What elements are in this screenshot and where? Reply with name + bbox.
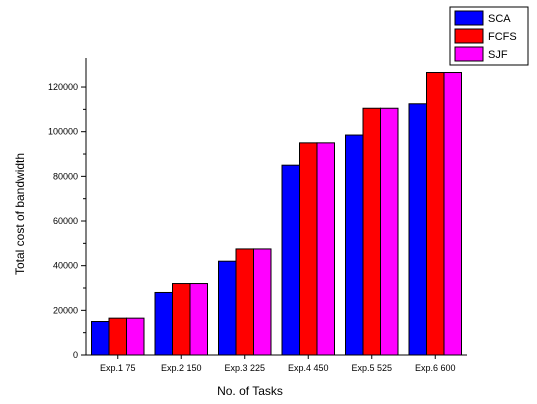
bar-sjf-2	[189, 283, 208, 356]
legend: SCA FCFS SJF	[449, 6, 529, 66]
bar-fcfs-3	[235, 248, 254, 356]
legend-swatch-sca	[454, 10, 484, 26]
legend-label-sjf: SJF	[488, 49, 508, 61]
y-tick-label: 40000	[53, 261, 78, 271]
legend-label-fcfs: FCFS	[488, 31, 517, 43]
x-tick-label: Exp.5 525	[351, 363, 392, 373]
tick-labels: 0 20000 40000 60000 80000 100000 120000 Exp.1 7…	[48, 82, 456, 373]
bar-sca-2	[154, 291, 173, 356]
bar-fcfs-5	[362, 107, 381, 356]
legend-label-sca: SCA	[488, 13, 511, 25]
bar-fcfs-4	[299, 142, 318, 356]
x-tick-label: Exp.6 600	[415, 363, 456, 373]
bar-sjf-5	[380, 107, 399, 356]
bar-sca-4	[281, 164, 300, 356]
x-tick-label: Exp.4 450	[288, 363, 329, 373]
axes	[81, 58, 467, 359]
bar-sca-5	[345, 134, 364, 356]
bar-fcfs-6	[426, 72, 445, 356]
x-tick-label: Exp.1 75	[100, 363, 136, 373]
x-tick-label: Exp.3 225	[224, 363, 265, 373]
bar-fcfs-2	[172, 283, 191, 356]
legend-swatch-fcfs	[454, 28, 484, 44]
x-axis-title: No. of Tasks	[217, 384, 283, 398]
bar-sca-6	[408, 103, 427, 356]
x-tick-label: Exp.2 150	[161, 363, 202, 373]
bars	[91, 72, 462, 356]
y-tick-label: 80000	[53, 171, 78, 181]
bar-sjf-4	[316, 142, 335, 356]
y-tick-label: 20000	[53, 305, 78, 315]
y-tick-label: 100000	[48, 127, 78, 137]
bar-sjf-3	[253, 248, 272, 356]
bar-sjf-6	[443, 72, 462, 356]
bar-sjf-1	[126, 317, 145, 356]
bar-fcfs-1	[108, 317, 127, 356]
bar-sca-3	[218, 260, 237, 356]
y-axis-title: Total cost of bandwidth	[13, 153, 27, 275]
y-tick-label: 60000	[53, 216, 78, 226]
bar-sca-1	[91, 321, 110, 356]
legend-swatch-sjf	[454, 46, 484, 62]
y-tick-label: 0	[73, 350, 78, 360]
y-tick-label: 120000	[48, 82, 78, 92]
